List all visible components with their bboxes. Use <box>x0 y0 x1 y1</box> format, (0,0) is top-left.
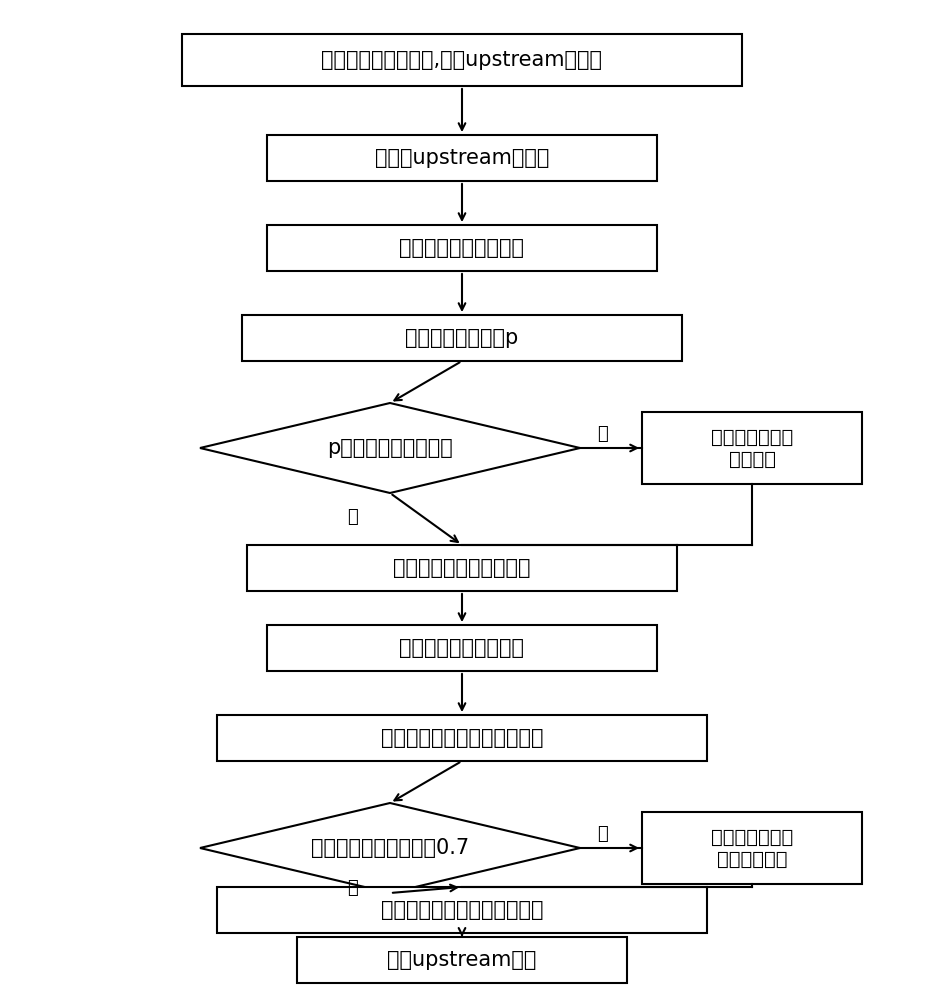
Text: 处理上游服务器返回响应包头: 处理上游服务器返回响应包头 <box>381 728 543 748</box>
Bar <box>297 937 627 983</box>
Bar <box>217 715 707 761</box>
Bar <box>642 812 862 884</box>
Text: 结束upstream请求: 结束upstream请求 <box>388 950 536 970</box>
Bar <box>242 315 682 361</box>
Text: 否: 否 <box>347 508 357 526</box>
Text: p的连接数＞连接阈值: p的连接数＞连接阈值 <box>327 438 453 458</box>
Bar <box>267 625 657 671</box>
Bar <box>247 545 677 591</box>
Bar <box>267 135 657 181</box>
Text: 处理上游服务器返回响应包体: 处理上游服务器返回响应包体 <box>381 900 543 920</box>
Text: 创建与上游服务器的连接: 创建与上游服务器的连接 <box>393 558 531 578</box>
Text: 否: 否 <box>347 879 357 897</box>
Text: 更新上游服务器
节点当前权值: 更新上游服务器 节点当前权值 <box>711 828 793 868</box>
Text: 是: 是 <box>598 825 609 843</box>
Text: 是否存在负载率且大于0.7: 是否存在负载率且大于0.7 <box>311 838 469 858</box>
Bar <box>642 412 862 484</box>
Bar <box>217 887 707 933</box>
Text: 是: 是 <box>598 425 609 443</box>
Bar <box>182 34 742 86</box>
Text: 在请求头部添加
采集指令: 在请求头部添加 采集指令 <box>711 428 793 468</box>
Text: 初始化upstream结构体: 初始化upstream结构体 <box>375 148 549 168</box>
Polygon shape <box>200 803 580 893</box>
Text: 初始化上游服务器请求: 初始化上游服务器请求 <box>400 238 524 258</box>
Text: 选取最小连接节点p: 选取最小连接节点p <box>405 328 519 348</box>
Polygon shape <box>200 403 580 493</box>
Bar <box>267 225 657 271</box>
Text: 向上游服务器发送请求: 向上游服务器发送请求 <box>400 638 524 658</box>
Text: 检测下游连接读事件,创建upstream结构体: 检测下游连接读事件,创建upstream结构体 <box>322 50 602 70</box>
